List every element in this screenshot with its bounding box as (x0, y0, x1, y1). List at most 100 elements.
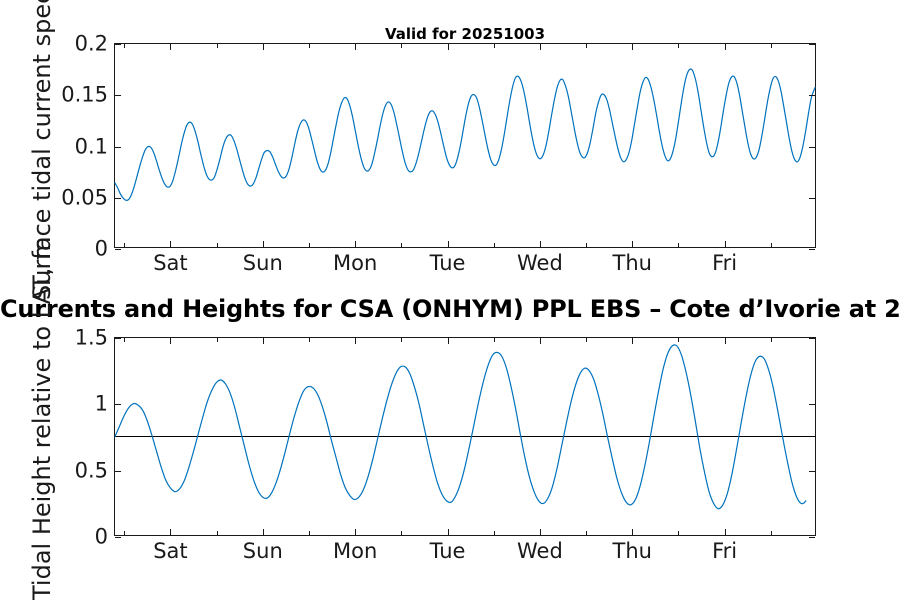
x-axis-tick-label: Thu (612, 251, 652, 275)
y-axis-tick (115, 146, 121, 148)
x-axis-minor-tick (586, 338, 588, 342)
figure-main-title: Currents and Heights for CSA (ONHYM) PPL… (0, 295, 900, 323)
y-axis-tick (115, 249, 121, 250)
x-axis-tick-label: Thu (612, 539, 652, 563)
x-axis-minor-tick (308, 44, 310, 48)
y-axis-tick (809, 249, 815, 250)
y-axis-tick (809, 404, 815, 406)
x-axis-minor-tick (678, 531, 680, 535)
x-axis-tick (262, 338, 264, 344)
x-axis-tick-label: Sat (153, 539, 188, 563)
x-axis-minor-tick (401, 531, 403, 535)
x-axis-tick-label: Wed (516, 251, 563, 275)
x-axis-minor-tick (678, 338, 680, 342)
y-axis-tick (115, 338, 121, 339)
tidal-height-plot (115, 338, 815, 535)
y-axis-tick-label: 1.5 (74, 325, 108, 350)
height-panel-axes: 0 0.5 1 1.5 Sat Sun Mon Tue Wed Thu Fri (75, 327, 816, 562)
x-axis-minor-tick (308, 531, 310, 535)
current-panel-axes: 0 0.05 0.1 0.15 0.2 Sat Sun Mon Tue Wed Thu Fri (61, 33, 816, 274)
y-axis-tick (115, 95, 121, 97)
x-axis-tick (170, 338, 172, 344)
x-axis-minor-tick (586, 44, 588, 48)
x-axis-minor-tick (124, 44, 126, 48)
y-axis-tick (809, 470, 815, 472)
x-axis-minor-tick (770, 338, 772, 342)
y-axis-tick-label: 0.15 (61, 82, 108, 107)
x-axis-minor-tick (401, 44, 403, 48)
x-axis-tick-label: Fri (712, 539, 738, 563)
x-axis-tick (170, 529, 172, 535)
x-axis-tick-label: Sat (153, 251, 188, 275)
y-axis-tick (115, 404, 121, 406)
x-axis-tick (632, 241, 634, 247)
y-axis-tick-label: 0.1 (74, 134, 108, 158)
x-axis-tick (447, 241, 449, 247)
x-axis-minor-tick (124, 531, 126, 535)
x-axis-minor-tick (401, 338, 403, 342)
x-axis-minor-tick (770, 243, 772, 247)
y-axis-tick (115, 197, 121, 199)
y-axis-tick (809, 44, 815, 45)
x-axis-minor-tick (770, 531, 772, 535)
x-axis-tick (539, 338, 541, 344)
y-axis-tick-label: 0.5 (74, 458, 108, 483)
y-axis-tick (115, 470, 121, 472)
x-axis-minor-tick (216, 243, 218, 247)
data-series-line (115, 345, 806, 509)
x-axis-minor-tick (401, 243, 403, 247)
y-axis-tick (809, 197, 815, 199)
y-axis-tick (809, 537, 815, 538)
y-axis-tick (115, 44, 121, 45)
y-axis-tick (809, 338, 815, 339)
y-axis-tick-label: 0 (94, 524, 108, 549)
x-axis-tick (447, 529, 449, 535)
x-axis-tick-label: Fri (712, 251, 738, 275)
x-axis-tick (262, 529, 264, 535)
x-axis-minor-tick (678, 44, 680, 48)
x-axis-tick (724, 338, 726, 344)
x-axis-tick (724, 529, 726, 535)
y-axis-tick-label: 0.2 (74, 31, 108, 56)
current-panel-subtitle: Valid for 20251003 (384, 25, 546, 43)
x-axis-tick (447, 338, 449, 344)
x-axis-minor-tick (216, 531, 218, 535)
y-axis-tick (809, 95, 815, 97)
x-axis-tick (632, 338, 634, 344)
x-axis-tick (632, 44, 634, 50)
data-series-line (115, 69, 815, 200)
x-axis-minor-tick (216, 338, 218, 342)
y-axis-tick (115, 537, 121, 538)
x-axis-tick-label: Mon (333, 539, 378, 563)
y-axis-tick-label: 0.05 (61, 185, 108, 210)
x-axis-minor-tick (678, 243, 680, 247)
x-axis-tick (170, 44, 172, 50)
x-axis-tick-label: Sun (242, 251, 283, 275)
x-axis-minor-tick (586, 243, 588, 247)
x-axis-tick (355, 44, 357, 50)
x-axis-tick (355, 529, 357, 535)
height-panel-ylabel: Tidal Height relative to LAT, m (28, 236, 56, 600)
x-axis-tick (632, 529, 634, 535)
x-axis-tick (724, 44, 726, 50)
x-axis-minor-tick (216, 44, 218, 48)
x-axis-minor-tick (124, 338, 126, 342)
x-axis-minor-tick (308, 243, 310, 247)
x-axis-tick (355, 338, 357, 344)
x-axis-minor-tick (493, 531, 495, 535)
x-axis-tick (170, 241, 172, 247)
x-axis-minor-tick (770, 44, 772, 48)
x-axis-tick (262, 44, 264, 50)
x-axis-tick-label: Sun (242, 539, 283, 563)
x-axis-tick (539, 44, 541, 50)
x-axis-minor-tick (308, 338, 310, 342)
x-axis-tick (724, 241, 726, 247)
x-axis-minor-tick (124, 243, 126, 247)
x-axis-tick (539, 241, 541, 247)
y-axis-tick (809, 146, 815, 148)
x-axis-tick-label: Tue (429, 539, 466, 563)
x-axis-tick (447, 44, 449, 50)
x-axis-tick (262, 241, 264, 247)
x-axis-minor-tick (493, 338, 495, 342)
